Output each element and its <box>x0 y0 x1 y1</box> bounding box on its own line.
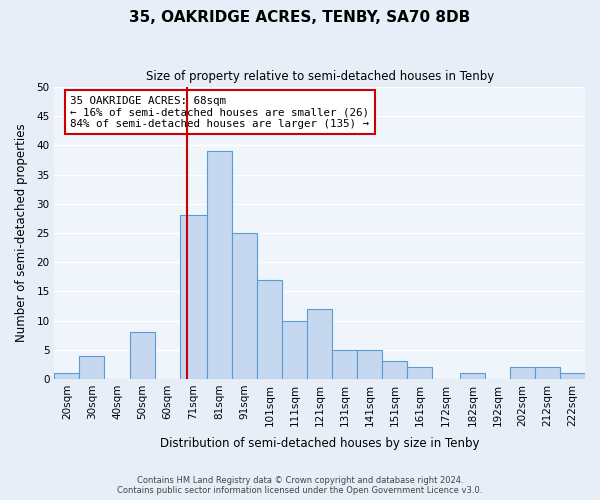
Text: 35, OAKRIDGE ACRES, TENBY, SA70 8DB: 35, OAKRIDGE ACRES, TENBY, SA70 8DB <box>130 10 470 25</box>
Bar <box>382 362 407 379</box>
X-axis label: Distribution of semi-detached houses by size in Tenby: Distribution of semi-detached houses by … <box>160 437 479 450</box>
Bar <box>207 151 232 379</box>
Bar <box>130 332 155 379</box>
Text: Contains HM Land Registry data © Crown copyright and database right 2024.
Contai: Contains HM Land Registry data © Crown c… <box>118 476 482 495</box>
Bar <box>407 367 433 379</box>
Bar <box>79 356 104 379</box>
Bar <box>332 350 357 379</box>
Bar <box>460 373 485 379</box>
Bar <box>179 216 207 379</box>
Bar <box>282 320 307 379</box>
Bar <box>55 373 79 379</box>
Bar <box>257 280 282 379</box>
Bar <box>232 233 257 379</box>
Bar <box>560 373 585 379</box>
Bar <box>535 367 560 379</box>
Title: Size of property relative to semi-detached houses in Tenby: Size of property relative to semi-detach… <box>146 70 494 83</box>
Bar <box>357 350 382 379</box>
Text: 35 OAKRIDGE ACRES: 68sqm
← 16% of semi-detached houses are smaller (26)
84% of s: 35 OAKRIDGE ACRES: 68sqm ← 16% of semi-d… <box>70 96 370 129</box>
Bar <box>510 367 535 379</box>
Bar <box>307 309 332 379</box>
Y-axis label: Number of semi-detached properties: Number of semi-detached properties <box>15 124 28 342</box>
